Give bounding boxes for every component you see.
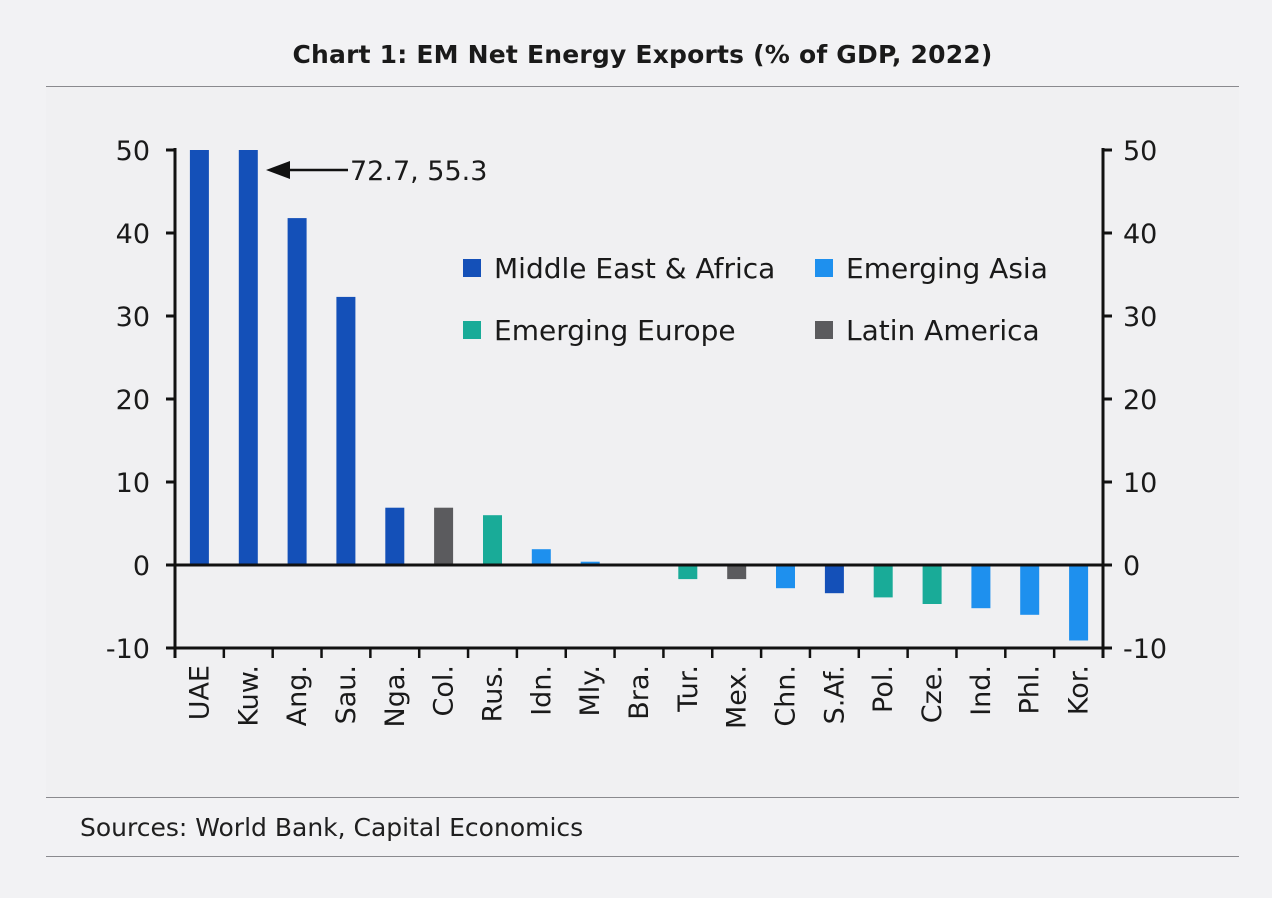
right-y-tick-label: 20 bbox=[1123, 385, 1157, 416]
bar-ind bbox=[971, 565, 991, 609]
chart-title: Chart 1: EM Net Energy Exports (% of GDP… bbox=[292, 40, 993, 69]
left-y-tick-label: 20 bbox=[116, 385, 150, 416]
legend-swatch-mea bbox=[463, 259, 481, 277]
legend-label-europe: Emerging Europe bbox=[494, 314, 736, 347]
overflow-annotation: 72.7, 55.3 bbox=[266, 156, 487, 187]
bar-kuw bbox=[238, 150, 258, 565]
bar-uae bbox=[189, 150, 209, 565]
annotation-label: 72.7, 55.3 bbox=[350, 156, 487, 187]
footer-divider bbox=[46, 797, 1239, 798]
x-category-label: Tur. bbox=[673, 665, 704, 713]
left-y-tick-label: 30 bbox=[116, 302, 150, 333]
axes-group: 50 50 40 40 30 30 20 20 10 10 0 0 -10 -10 UAE Kuw. Ang. S… bbox=[106, 136, 1167, 729]
x-category-label: Col. bbox=[429, 665, 460, 716]
left-y-tick-label: 40 bbox=[116, 219, 150, 250]
x-category-label: Sau. bbox=[331, 665, 362, 724]
x-category-label: Ang. bbox=[282, 665, 313, 726]
right-y-tick-label: -10 bbox=[1123, 634, 1167, 665]
legend-swatch-asia bbox=[815, 259, 833, 277]
x-category-label: Chn. bbox=[771, 665, 802, 727]
left-y-tick-label: 10 bbox=[116, 468, 150, 499]
bar-pol bbox=[873, 565, 893, 598]
legend-label-asia: Emerging Asia bbox=[846, 252, 1048, 285]
left-y-tick-label: -10 bbox=[106, 634, 150, 665]
legend-label-mea: Middle East & Africa bbox=[494, 252, 775, 285]
bar-tur bbox=[678, 565, 698, 580]
bar-rus bbox=[483, 515, 502, 565]
sources-note: Sources: World Bank, Capital Economics bbox=[80, 813, 584, 842]
right-y-tick-label: 50 bbox=[1123, 136, 1157, 167]
bar-chn bbox=[776, 565, 795, 589]
x-category-label: Kor. bbox=[1064, 665, 1095, 715]
bars-group bbox=[189, 150, 1089, 641]
bar-saf bbox=[824, 565, 844, 594]
x-category-label: Ind. bbox=[966, 665, 997, 716]
x-category-label: UAE bbox=[184, 665, 215, 720]
right-y-tick-label: 10 bbox=[1123, 468, 1157, 499]
bar-kor bbox=[1069, 565, 1089, 641]
x-category-label: Rus. bbox=[477, 665, 508, 722]
left-y-tick-label: 50 bbox=[116, 136, 150, 167]
legend: Middle East & Africa Emerging Asia Emergin… bbox=[463, 252, 1048, 347]
bar-cze bbox=[922, 565, 942, 604]
legend-swatch-latam bbox=[815, 321, 833, 339]
x-category-label: Mex. bbox=[722, 665, 753, 729]
x-category-label: S.Af. bbox=[819, 665, 850, 724]
x-category-label: Nga. bbox=[380, 665, 411, 727]
bar-ang bbox=[287, 218, 307, 565]
bar-mex bbox=[727, 565, 747, 580]
right-y-tick-label: 30 bbox=[1123, 302, 1157, 333]
bar-sau bbox=[336, 296, 356, 565]
legend-label-latam: Latin America bbox=[846, 314, 1040, 347]
bar-col bbox=[434, 507, 454, 565]
x-category-label: Kuw. bbox=[233, 665, 264, 727]
annotation-arrowhead bbox=[266, 161, 290, 179]
x-category-label: Bra. bbox=[624, 665, 655, 720]
x-category-label: Cze. bbox=[917, 665, 948, 723]
legend-swatch-europe bbox=[463, 321, 481, 339]
left-y-tick-label: 0 bbox=[133, 551, 150, 582]
bar-phl bbox=[1020, 565, 1040, 615]
x-category-label: Mly. bbox=[575, 665, 606, 717]
bar-mly bbox=[580, 561, 600, 565]
right-y-tick-label: 40 bbox=[1123, 219, 1157, 250]
bottom-divider bbox=[46, 856, 1239, 857]
bar-idn bbox=[531, 549, 551, 565]
title-divider bbox=[46, 86, 1239, 87]
right-y-tick-label: 0 bbox=[1123, 551, 1140, 582]
x-category-label: Idn. bbox=[526, 665, 557, 716]
bar-nga bbox=[385, 507, 405, 565]
x-category-label: Phl. bbox=[1015, 665, 1046, 714]
x-category-label: Pol. bbox=[868, 665, 899, 713]
